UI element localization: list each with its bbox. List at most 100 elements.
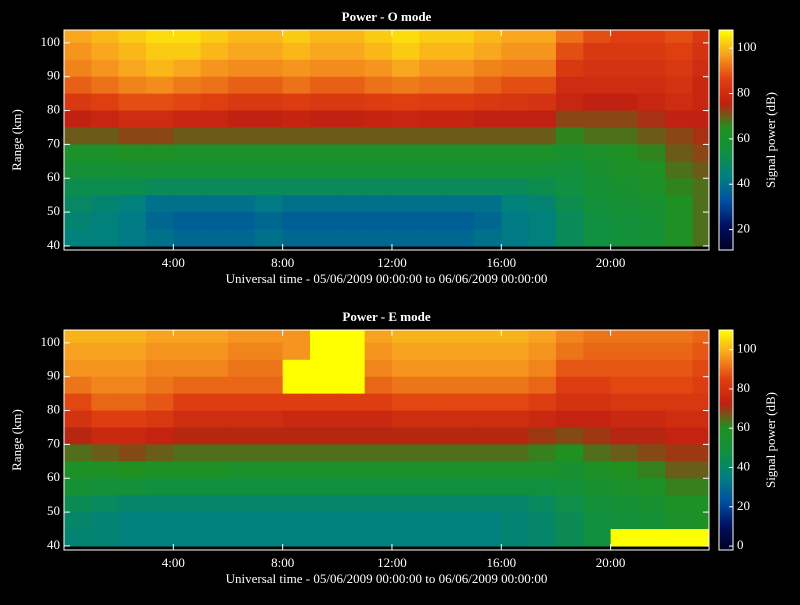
heatmap-cell	[364, 427, 393, 445]
heatmap-cell	[173, 42, 202, 61]
heatmap-cell	[64, 195, 92, 213]
heatmap-cell	[555, 93, 584, 112]
heatmap-cell	[91, 495, 120, 513]
heatmap-cell	[391, 410, 420, 429]
heatmap-cell	[282, 393, 311, 412]
heatmap-cell	[227, 127, 256, 145]
heatmap-cell	[118, 342, 147, 361]
heatmap-cell	[145, 127, 174, 145]
colorbar	[718, 329, 734, 551]
heatmap-cell	[692, 93, 709, 112]
heatmap-cell	[391, 376, 420, 395]
heatmap-cell	[337, 512, 366, 530]
x-tick-label: 20:00	[596, 255, 626, 270]
heatmap-cell	[391, 478, 420, 496]
heatmap-cell	[282, 342, 311, 361]
heatmap-cell	[255, 30, 284, 44]
heatmap-cell	[446, 212, 475, 230]
heatmap-cell	[200, 410, 229, 429]
heatmap-cell	[282, 229, 311, 247]
heatmap-cell	[610, 161, 639, 179]
heatmap-cell	[692, 330, 709, 344]
heatmap-cell	[419, 410, 448, 429]
heatmap-cell	[637, 195, 666, 213]
heatmap-cell	[446, 93, 475, 112]
heatmap-cell	[337, 76, 366, 95]
heatmap-cell	[255, 127, 284, 145]
heatmap-cell	[200, 359, 229, 378]
heatmap-cell	[583, 393, 612, 412]
heatmap-cell	[391, 330, 420, 344]
heatmap-cell	[391, 59, 420, 78]
heatmap-cell	[145, 330, 174, 344]
heatmap-cell	[637, 42, 666, 61]
heatmap-cell	[419, 178, 448, 196]
heatmap-cell	[610, 93, 639, 112]
heatmap-cell	[446, 444, 475, 462]
heatmap-cell	[665, 478, 694, 496]
heatmap-cell	[337, 178, 366, 196]
heatmap-cell	[637, 461, 666, 479]
heatmap-cell	[309, 212, 338, 230]
heatmap-cell	[91, 359, 120, 378]
heatmap-cell	[64, 495, 92, 513]
heatmap-cell	[64, 229, 92, 247]
heatmap-cell	[64, 461, 92, 479]
heatmap-cell	[637, 30, 666, 44]
heatmap-cell	[173, 229, 202, 247]
y-tick-label: 60	[47, 169, 60, 184]
heatmap-cell	[91, 529, 120, 547]
heatmap-cell	[118, 212, 147, 230]
heatmap-cell	[173, 529, 202, 547]
heatmap-cell	[692, 427, 709, 445]
heatmap-cell	[473, 512, 502, 530]
heatmap-cell	[446, 461, 475, 479]
heatmap-cell	[200, 42, 229, 61]
heatmap-cell	[255, 93, 284, 112]
heatmap-cell	[391, 212, 420, 230]
heatmap-cell	[309, 444, 338, 462]
heatmap-cell	[665, 195, 694, 213]
heatmap-cell	[255, 42, 284, 61]
heatmap-cell	[64, 529, 92, 547]
heatmap-cell	[309, 478, 338, 496]
heatmap-cell	[446, 76, 475, 95]
heatmap-cell	[391, 195, 420, 213]
heatmap-cell	[555, 444, 584, 462]
heatmap-cell	[173, 478, 202, 496]
heatmap-cell	[309, 495, 338, 513]
heatmap-cell	[145, 144, 174, 162]
x-tick-label: 16:00	[486, 555, 516, 570]
heatmap-cell	[501, 30, 530, 44]
heatmap-cell	[501, 144, 530, 162]
heatmap-cell	[637, 427, 666, 445]
heatmap-cell	[173, 30, 202, 44]
y-tick-label: 90	[47, 368, 60, 383]
heatmap-cell	[610, 393, 639, 412]
heatmap-cell	[200, 376, 229, 395]
heatmap-cell	[637, 342, 666, 361]
heatmap-cell	[419, 144, 448, 162]
heatmap-cell	[637, 127, 666, 145]
heatmap-cell	[610, 144, 639, 162]
heatmap-cell	[391, 178, 420, 196]
heatmap-cell	[173, 461, 202, 479]
heatmap-cell	[473, 330, 502, 344]
heatmap-cell	[610, 495, 639, 513]
heatmap-cell	[282, 461, 311, 479]
heatmap-cell	[309, 359, 338, 378]
heatmap-cell	[555, 478, 584, 496]
heatmap-cell	[610, 359, 639, 378]
heatmap-cell	[501, 427, 530, 445]
heatmap-cell	[364, 144, 393, 162]
heatmap-cell	[555, 427, 584, 445]
heatmap-cell	[173, 410, 202, 429]
heatmap-cell	[501, 376, 530, 395]
y-tick-label: 50	[47, 203, 60, 218]
heatmap-cell	[446, 30, 475, 44]
heatmap-cell	[692, 30, 709, 44]
heatmap-cell	[446, 410, 475, 429]
heatmap-cell	[473, 161, 502, 179]
heatmap-cell	[145, 178, 174, 196]
heatmap-cell	[145, 110, 174, 129]
